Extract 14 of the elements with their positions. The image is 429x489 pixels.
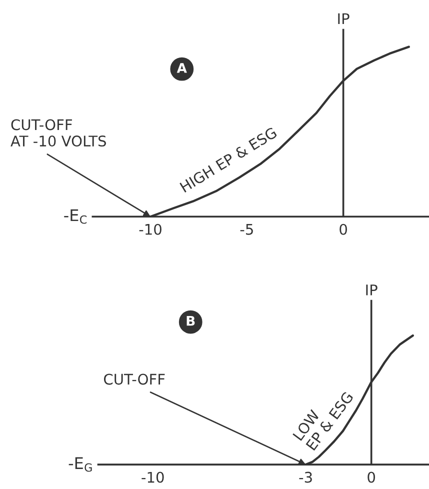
annotation: CUT-OFF: [104, 374, 165, 385]
x-axis-title: -E$_{G}$: [68, 457, 92, 472]
chart-title: B: [186, 316, 195, 326]
x-axis-title: -E$_{C}$: [64, 209, 87, 224]
y-axis-title: IP: [366, 284, 378, 296]
x-tick-label: 0: [368, 472, 376, 483]
x-tick-label: 0: [340, 224, 347, 235]
x-tick-label: -3: [299, 472, 312, 483]
x-tick-label: -10: [142, 472, 164, 483]
text: A: [176, 63, 187, 73]
x-tick-label: -5: [240, 224, 253, 235]
x-tick-label: -10: [139, 224, 162, 235]
y-axis-title: IP: [338, 13, 350, 24]
annotation: CUT-OFF AT -10 VOLTS: [10, 119, 106, 147]
